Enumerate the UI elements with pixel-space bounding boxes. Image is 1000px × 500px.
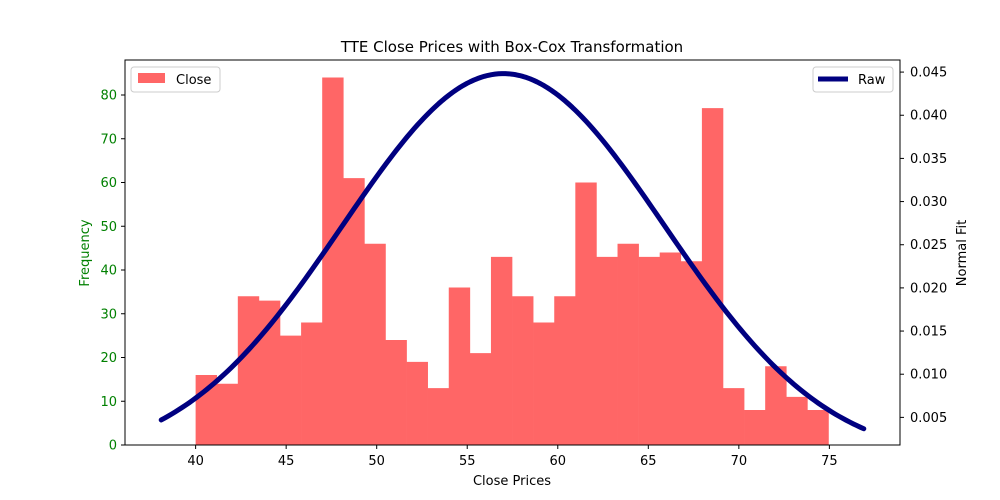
histogram-bar xyxy=(301,322,323,445)
histogram-bar xyxy=(680,261,703,445)
histogram-bar xyxy=(216,383,239,445)
histogram-bar xyxy=(427,388,450,445)
histogram-bar xyxy=(575,182,597,445)
normal-fit-line xyxy=(158,71,867,432)
y2-tick-label: 0.030 xyxy=(910,195,947,210)
x-tick-label: 60 xyxy=(549,454,566,469)
y-axis-label: Frequency xyxy=(78,219,93,286)
y-axis-left: 0 10 20 30 40 50 60 70 80 xyxy=(100,89,125,454)
y2-tick-label: 0.025 xyxy=(910,238,947,253)
x-tick-label: 40 xyxy=(187,454,204,469)
histogram-bar xyxy=(617,243,639,445)
y-tick-label: 80 xyxy=(100,89,117,104)
histogram-bar xyxy=(596,256,618,445)
histogram-bar xyxy=(659,252,682,445)
histogram-bar xyxy=(533,322,555,445)
histogram-bar xyxy=(638,256,661,445)
y-tick-label: 0 xyxy=(109,439,117,454)
histogram-bar xyxy=(786,396,808,445)
y2-tick-label: 0.010 xyxy=(910,368,947,383)
legend-raw: Raw xyxy=(812,66,894,93)
y-tick-label: 20 xyxy=(100,351,117,366)
x-tick-label: 45 xyxy=(278,454,295,469)
histogram-bar xyxy=(258,300,281,445)
legend-raw-label: Raw xyxy=(858,73,886,88)
y2-tick-label: 0.045 xyxy=(910,66,947,81)
chart-title: TTE Close Prices with Box-Cox Transforma… xyxy=(340,38,683,56)
histogram-bar xyxy=(744,410,766,445)
y2-tick-label: 0.040 xyxy=(910,109,947,124)
histogram-bar xyxy=(364,243,386,445)
plot-frame xyxy=(124,59,901,446)
x-tick-label: 50 xyxy=(368,454,385,469)
histogram-bar xyxy=(322,77,344,445)
y-tick-label: 60 xyxy=(100,176,117,191)
histogram-bar xyxy=(554,296,576,445)
y2-tick-label: 0.015 xyxy=(910,325,947,340)
histogram-bar xyxy=(490,256,513,445)
x-axis: 40 45 50 55 60 65 70 75 xyxy=(187,445,838,469)
y-tick-label: 40 xyxy=(100,264,117,279)
legend-close-swatch xyxy=(138,73,165,83)
y2-axis-label: Normal Fit xyxy=(955,220,970,286)
histogram-bar xyxy=(469,353,492,445)
histogram-bar xyxy=(280,335,302,445)
y2-tick-label: 0.005 xyxy=(910,411,947,426)
x-tick-label: 75 xyxy=(821,454,838,469)
y-tick-label: 70 xyxy=(100,132,117,147)
legend-close: Close xyxy=(130,66,221,93)
histogram-bar xyxy=(406,361,428,445)
histogram-bar xyxy=(722,388,745,445)
x-axis-label: Close Prices xyxy=(473,474,551,489)
histogram-bar xyxy=(512,296,534,445)
y-tick-label: 50 xyxy=(100,220,117,235)
histogram-bar xyxy=(765,366,787,445)
y2-tick-label: 0.020 xyxy=(910,281,947,296)
x-tick-label: 70 xyxy=(731,454,748,469)
x-tick-label: 65 xyxy=(640,454,657,469)
histogram-bar xyxy=(807,410,829,445)
y-tick-label: 30 xyxy=(100,307,117,322)
normal-fit-curve xyxy=(158,71,867,432)
y-axis-right: 0.005 0.010 0.015 0.020 0.025 0.030 0.035 0.040… xyxy=(900,66,947,426)
histogram-bars xyxy=(195,77,829,445)
y2-tick-label: 0.035 xyxy=(910,152,947,167)
histogram-bar xyxy=(448,287,471,445)
histogram-bar xyxy=(343,178,365,445)
y-tick-label: 10 xyxy=(100,395,117,410)
histogram-bar xyxy=(237,296,260,445)
legend-close-label: Close xyxy=(176,73,211,88)
histogram-bar xyxy=(701,108,724,445)
histogram-bar xyxy=(385,340,407,445)
x-tick-label: 55 xyxy=(459,454,476,469)
